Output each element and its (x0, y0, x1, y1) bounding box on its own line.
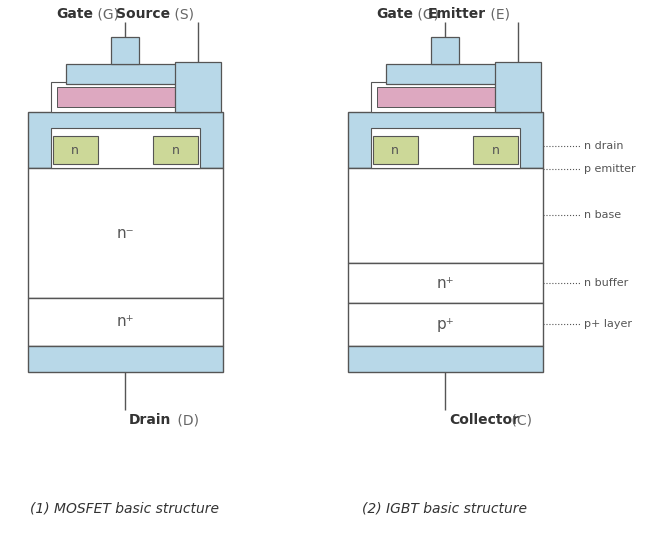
Bar (348, 112, 543, 168)
Bar (57, 87, 194, 107)
Text: n: n (172, 144, 180, 157)
Bar (28, 298, 223, 346)
Text: n: n (391, 144, 399, 157)
Bar (28, 346, 223, 372)
Bar (111, 37, 139, 64)
Text: n drain: n drain (584, 141, 624, 151)
Text: (1) MOSFET basic structure: (1) MOSFET basic structure (30, 501, 220, 515)
Bar (66, 64, 185, 84)
Bar (386, 64, 505, 84)
Text: n: n (71, 144, 79, 157)
Bar (431, 37, 459, 64)
Text: (S): (S) (170, 7, 194, 21)
Bar (175, 62, 221, 112)
Bar (51, 128, 200, 168)
Text: Source: Source (116, 7, 170, 21)
Text: (2) IGBT basic structure: (2) IGBT basic structure (362, 501, 528, 515)
Bar (495, 62, 541, 112)
Text: Emitter: Emitter (428, 7, 486, 21)
Bar (473, 136, 518, 164)
Text: n base: n base (584, 210, 621, 220)
Text: p emitter: p emitter (584, 164, 636, 174)
Text: p⁺: p⁺ (436, 317, 454, 332)
Text: Gate: Gate (376, 7, 413, 21)
Text: Gate: Gate (56, 7, 93, 21)
Text: (D): (D) (173, 413, 199, 427)
Bar (28, 168, 223, 298)
Text: n⁺: n⁺ (116, 315, 134, 329)
Bar (348, 303, 543, 346)
Bar (371, 82, 520, 112)
Bar (51, 82, 200, 112)
Text: Collector: Collector (449, 413, 519, 427)
Bar (28, 112, 223, 168)
Bar (53, 136, 98, 164)
Bar (373, 136, 418, 164)
Bar (348, 168, 543, 263)
Text: p+ layer: p+ layer (584, 319, 632, 329)
Text: (E): (E) (486, 7, 510, 21)
Text: (G): (G) (93, 7, 119, 21)
Text: (C): (C) (507, 413, 532, 427)
Text: (G): (G) (413, 7, 439, 21)
Text: n buffer: n buffer (584, 278, 628, 288)
Text: Drain: Drain (129, 413, 171, 427)
Bar (153, 136, 198, 164)
Bar (371, 128, 520, 168)
Bar (377, 87, 514, 107)
Text: n⁻: n⁻ (116, 225, 134, 241)
Bar (348, 346, 543, 372)
Text: n: n (492, 144, 500, 157)
Bar (348, 263, 543, 303)
Text: n⁺: n⁺ (436, 276, 454, 290)
